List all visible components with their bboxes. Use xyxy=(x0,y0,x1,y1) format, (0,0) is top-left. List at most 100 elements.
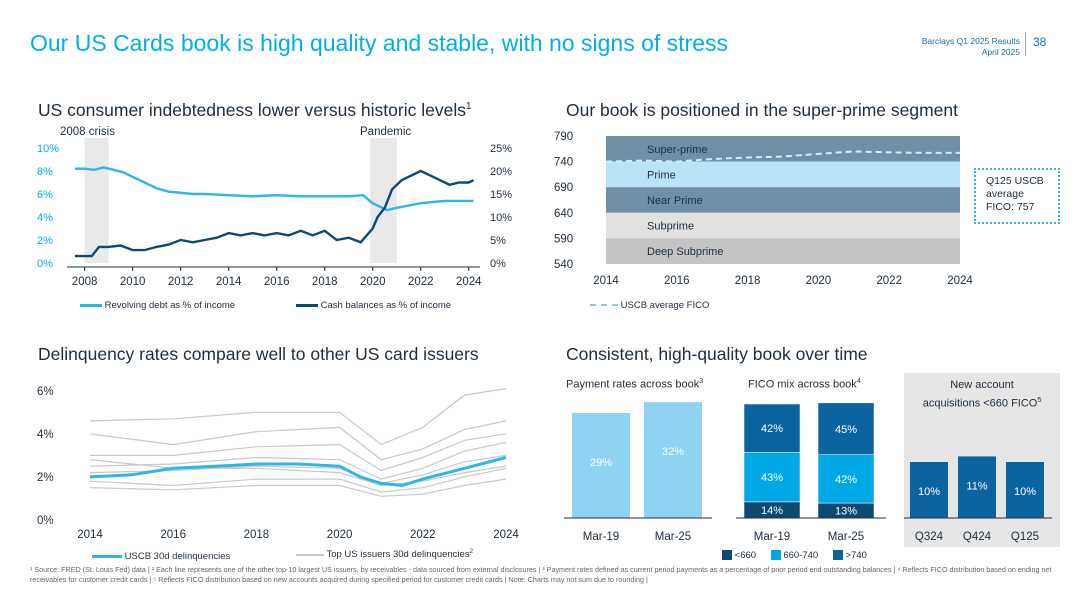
legend-label: <660 xyxy=(734,550,757,561)
y-right-tick-label: 25% xyxy=(490,143,512,155)
payment-rate-label: 29% xyxy=(590,457,612,469)
panel-title-indebtedness: US consumer indebtedness lower versus hi… xyxy=(38,100,472,121)
page-title: Our US Cards book is high quality and st… xyxy=(30,30,729,56)
fico-band xyxy=(606,238,960,264)
panel-title-text: US consumer indebtedness lower versus hi… xyxy=(38,100,466,120)
page-number: 38 xyxy=(1033,35,1047,49)
subchart-title: FICO mix across book xyxy=(748,378,857,391)
x-tick-label: 2024 xyxy=(493,529,519,541)
legend-swatch xyxy=(832,550,843,561)
x-tick-label: 2018 xyxy=(735,275,761,287)
x-tick-label: 2020 xyxy=(327,529,353,541)
annotation-2008-crisis: 2008 crisis xyxy=(60,126,115,138)
panel-title-fico: Our book is positioned in the super-prim… xyxy=(566,100,959,120)
subchart-title: Payment rates across book xyxy=(566,378,700,391)
x-tick-label: 2018 xyxy=(244,529,270,541)
fico-band-label: Super-prime xyxy=(647,144,708,156)
y-tick-label: 4% xyxy=(37,429,54,441)
peer-issuer-line xyxy=(89,478,507,497)
footnote-ref: 4 xyxy=(856,378,861,385)
y-tick-label: 740 xyxy=(554,157,573,169)
legend-label: USCB 30d delinquencies xyxy=(124,551,231,562)
legend-label: Top US issuers 30d delinquencies xyxy=(326,549,470,561)
legend-swatch xyxy=(770,550,781,561)
fico-mix-label: 43% xyxy=(761,472,783,484)
payment-rate-label: 32% xyxy=(662,446,684,458)
uscb-delinquency-line xyxy=(89,456,507,488)
x-tick-label: Q324 xyxy=(915,531,944,543)
legend-swatch xyxy=(296,303,318,307)
shaded-period xyxy=(84,138,109,263)
y-left-tick-label: 10% xyxy=(37,143,59,155)
x-tick-label: 2020 xyxy=(360,276,386,288)
new-account-label: 10% xyxy=(918,486,940,498)
peer-issuer-line xyxy=(89,388,507,446)
peer-issuer-line xyxy=(89,420,507,461)
legend-cash: Cash balances as % of income xyxy=(296,300,451,311)
x-tick-label: 2016 xyxy=(264,276,290,288)
legend-uscb-fico: USCB average FICO xyxy=(590,300,709,311)
legend-revolving: Revolving debt as % of income xyxy=(80,300,235,311)
new-account-bar xyxy=(1006,462,1044,518)
y-left-tick-label: 6% xyxy=(37,189,53,201)
y-tick-label: 2% xyxy=(37,472,54,484)
peer-issuer-line xyxy=(89,467,507,493)
indebtedness-chart: 2008 crisis Pandemic 0% 2% 4% 6% 8% 10% 0% 5% 10% 1… xyxy=(37,126,512,288)
x-tick-label: 2022 xyxy=(408,276,434,288)
fico-callout: Q125 USCB average FICO: 757 xyxy=(974,168,1060,224)
legend-swatch xyxy=(722,550,732,561)
footnote: ¹ Source: FRED (St. Louis Fed) data | ² … xyxy=(30,565,1052,584)
uscb-average-fico-line xyxy=(605,150,960,163)
x-tick-label: 2014 xyxy=(593,275,619,287)
fico-band-label: Subprime xyxy=(647,221,694,233)
fico-mix-title: FICO mix across book4 xyxy=(748,378,861,391)
legend-swatch xyxy=(92,554,122,558)
legend-label: >740 xyxy=(845,550,867,561)
legend-label: Cash balances as % of income xyxy=(320,300,452,311)
y-right-tick-label: 10% xyxy=(490,212,512,224)
new-account-bar xyxy=(958,456,996,518)
y-left-tick-label: 4% xyxy=(37,212,53,224)
callout-line: FICO: 757 xyxy=(986,201,1035,213)
fico-band-label: Prime xyxy=(647,169,676,181)
series-line xyxy=(75,166,474,212)
footnote-ref: 5 xyxy=(1037,397,1042,404)
x-tick-label: Mar-19 xyxy=(583,531,619,543)
fico-band xyxy=(606,136,960,162)
footnote-ref: 3 xyxy=(699,378,704,385)
y-left-tick-label: 2% xyxy=(37,235,53,247)
x-tick-label: Q424 xyxy=(963,531,992,543)
y-tick-label: 640 xyxy=(554,208,573,220)
y-tick-label: 590 xyxy=(554,233,573,245)
x-tick-label: 2018 xyxy=(312,276,338,288)
y-right-tick-label: 20% xyxy=(490,166,512,178)
peer-issuer-line xyxy=(90,433,507,472)
fico-band-label: Near Prime xyxy=(647,195,703,207)
y-tick-label: 540 xyxy=(554,259,573,271)
new-accounts-title: New account acquisitions <660 FICO5 xyxy=(904,378,1060,412)
x-tick-label: 2010 xyxy=(120,276,146,288)
x-tick-label: 2014 xyxy=(216,276,242,288)
subchart-title-text: acquisitions <660 FICO xyxy=(922,397,1038,410)
fico-mix-segment xyxy=(817,402,875,455)
x-tick-label: 2020 xyxy=(806,275,832,287)
y-left-tick-label: 0% xyxy=(37,258,53,270)
fico-band-label: Deep Subprime xyxy=(647,246,723,258)
fico-mix-segment xyxy=(743,403,801,453)
legend-swatch xyxy=(590,304,618,307)
legend-label: 660-740 xyxy=(783,550,819,561)
results-line: Barclays Q1 2025 Results xyxy=(921,36,1020,46)
y-left-tick-label: 8% xyxy=(37,166,53,178)
y-tick-label: 0% xyxy=(37,515,54,527)
fico-band xyxy=(606,161,960,188)
x-tick-label: Mar-19 xyxy=(754,531,790,543)
fico-band xyxy=(606,187,960,213)
callout-line: average xyxy=(986,188,1024,200)
fico-mix-label: 42% xyxy=(835,474,857,486)
x-tick-label: Mar-25 xyxy=(655,531,691,543)
fico-band xyxy=(606,212,960,239)
payment-rate-bar xyxy=(572,413,630,518)
new-account-label: 10% xyxy=(1014,486,1036,498)
date-line: April 2025 xyxy=(981,47,1020,57)
y-tick-label: 690 xyxy=(554,182,573,194)
